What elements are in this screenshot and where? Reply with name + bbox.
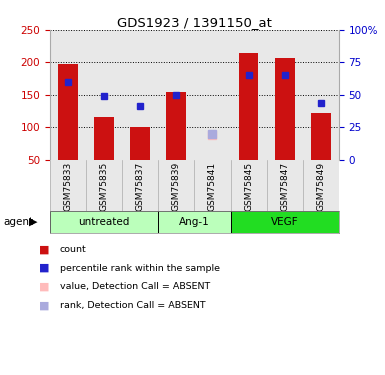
Text: value, Detection Call = ABSENT: value, Detection Call = ABSENT (60, 282, 210, 291)
Text: GSM75845: GSM75845 (244, 162, 253, 211)
Text: rank, Detection Call = ABSENT: rank, Detection Call = ABSENT (60, 301, 205, 310)
Bar (275, 58, 295, 159)
Text: agent: agent (4, 217, 34, 227)
Text: ■: ■ (38, 301, 49, 310)
Bar (166, 92, 186, 159)
Text: GSM75837: GSM75837 (136, 162, 145, 211)
Bar (94, 117, 114, 159)
Bar (58, 64, 78, 159)
Bar (231, 211, 339, 232)
Bar (131, 127, 150, 159)
Text: ■: ■ (38, 244, 49, 254)
Text: count: count (60, 245, 86, 254)
Text: GSM75841: GSM75841 (208, 162, 217, 211)
Text: GSM75847: GSM75847 (280, 162, 289, 211)
Bar (311, 113, 331, 159)
Text: GSM75839: GSM75839 (172, 162, 181, 211)
Bar (239, 53, 258, 159)
Bar (158, 211, 231, 232)
Text: Ang-1: Ang-1 (179, 217, 210, 227)
Text: GSM75835: GSM75835 (100, 162, 109, 211)
Text: ▶: ▶ (29, 217, 37, 227)
Text: VEGF: VEGF (271, 217, 298, 227)
Text: GSM75849: GSM75849 (316, 162, 325, 211)
Title: GDS1923 / 1391150_at: GDS1923 / 1391150_at (117, 16, 272, 29)
Text: ■: ■ (38, 263, 49, 273)
Text: percentile rank within the sample: percentile rank within the sample (60, 264, 220, 273)
Text: ■: ■ (38, 282, 49, 292)
Text: untreated: untreated (79, 217, 130, 227)
Bar (50, 211, 158, 232)
Text: GSM75833: GSM75833 (64, 162, 73, 211)
